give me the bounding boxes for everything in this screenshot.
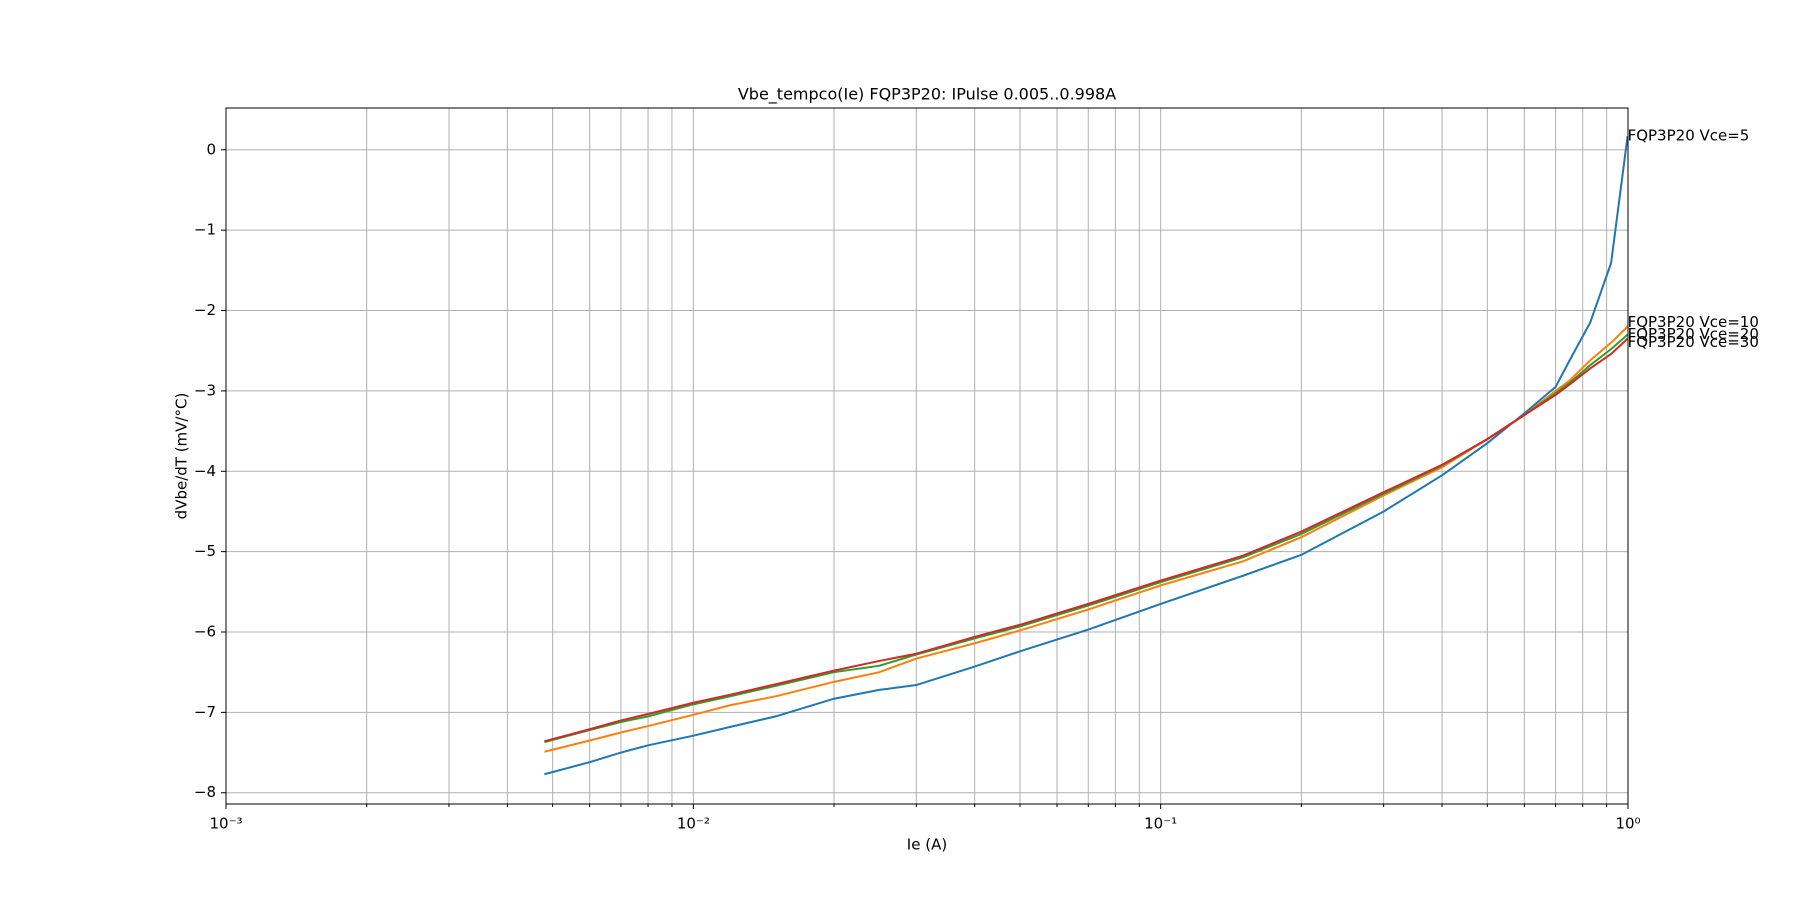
series-line [544, 136, 1629, 776]
series-line [544, 337, 1629, 743]
series-end-label: FQP3P20 Vce=20 [1628, 325, 1759, 343]
series-line [544, 325, 1629, 753]
grid [225, 108, 1629, 804]
series-end-label: FQP3P20 Vce=10 [1628, 313, 1759, 331]
plot [544, 136, 1629, 776]
y-tick-label: −5 [194, 542, 216, 560]
series-line [544, 333, 1629, 744]
x-tick-label: 10⁻² [677, 815, 710, 833]
y-tick-label: −8 [194, 783, 216, 801]
x-axis-label: Ie (A) [907, 836, 947, 854]
y-tick-label: −6 [194, 623, 216, 641]
y-tick-label: −4 [194, 462, 216, 480]
axes-frame [225, 107, 1629, 805]
x-tick-label: 10⁰ [1615, 815, 1640, 833]
series-end-label: FQP3P20 Vce=5 [1628, 127, 1750, 145]
y-axis-label: dVbe/dT (mV/°C) [173, 393, 191, 520]
x-tick-label: 10⁻³ [209, 815, 242, 833]
y-tick-label: −7 [194, 703, 216, 721]
chart-title: Vbe_tempco(Ie) FQP3P20: IPulse 0.005..0.… [738, 85, 1116, 105]
y-tick-label: −3 [194, 381, 216, 399]
y-tick-label: 0 [206, 140, 216, 158]
x-tick-label: 10⁻¹ [1144, 815, 1177, 833]
y-tick-label: −1 [194, 221, 216, 239]
y-tick-label: −2 [194, 301, 216, 319]
series-end-label: FQP3P20 Vce=30 [1628, 333, 1759, 351]
